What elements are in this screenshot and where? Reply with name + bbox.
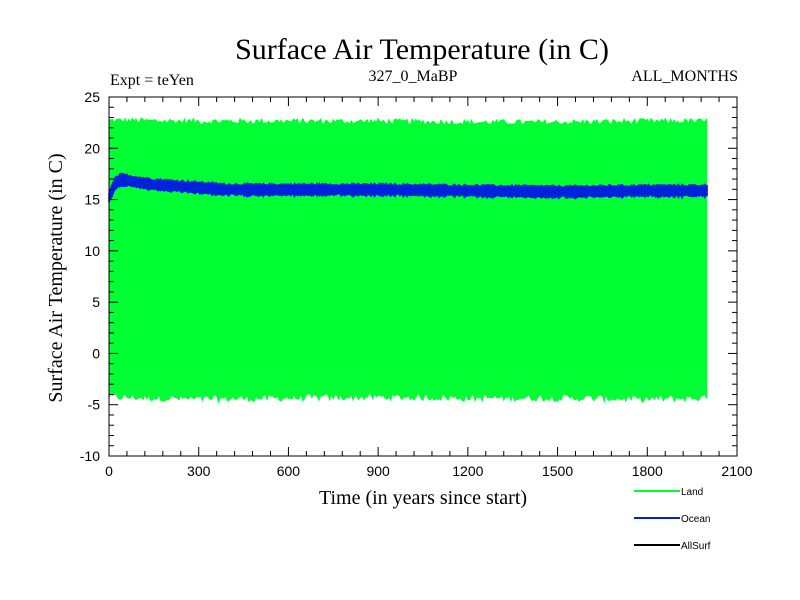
legend-label-ocean: Ocean	[681, 514, 710, 525]
x-tick-label: 1200	[452, 463, 483, 479]
axes: 0 300 600 900 1200 1500 1800 2100 -10 -5 0 5 10 15 20 2…	[80, 89, 753, 479]
y-tick-label: 20	[84, 140, 100, 156]
ocean-series-line	[108, 172, 708, 203]
y-tick-label: -5	[88, 397, 101, 413]
plot-frame	[108, 96, 738, 457]
legend: Land Ocean AllSurf	[634, 487, 711, 552]
x-tick-label: 600	[277, 463, 301, 479]
x-tick-label: 0	[105, 463, 113, 479]
x-tick-label: 2100	[721, 463, 752, 479]
y-tick-label: 10	[84, 243, 100, 259]
y-tick-label: 0	[92, 345, 100, 361]
y-tick-label: 25	[84, 89, 100, 105]
x-axis-label: Time (in years since start)	[319, 487, 527, 509]
x-tick-label: 900	[366, 463, 390, 479]
plot-data	[108, 117, 708, 404]
period-label: 327_0_MaBP	[369, 68, 458, 85]
chart-title: Surface Air Temperature (in C)	[235, 33, 609, 66]
y-axis-label: Surface Air Temperature (in C)	[45, 153, 67, 402]
months-label: ALL_MONTHS	[631, 68, 738, 85]
y-tick-label: 5	[92, 294, 100, 310]
y-tick-label: 15	[84, 192, 100, 208]
x-tick-label: 1800	[632, 463, 663, 479]
experiment-label: Expt = teYen	[110, 72, 194, 89]
x-tick-label: 1500	[542, 463, 573, 479]
x-tick-label: 300	[187, 463, 211, 479]
y-tick-label: -10	[80, 448, 100, 464]
legend-label-allsurf: AllSurf	[681, 541, 711, 552]
land-series-envelope	[108, 117, 707, 404]
legend-label-land: Land	[681, 487, 703, 498]
